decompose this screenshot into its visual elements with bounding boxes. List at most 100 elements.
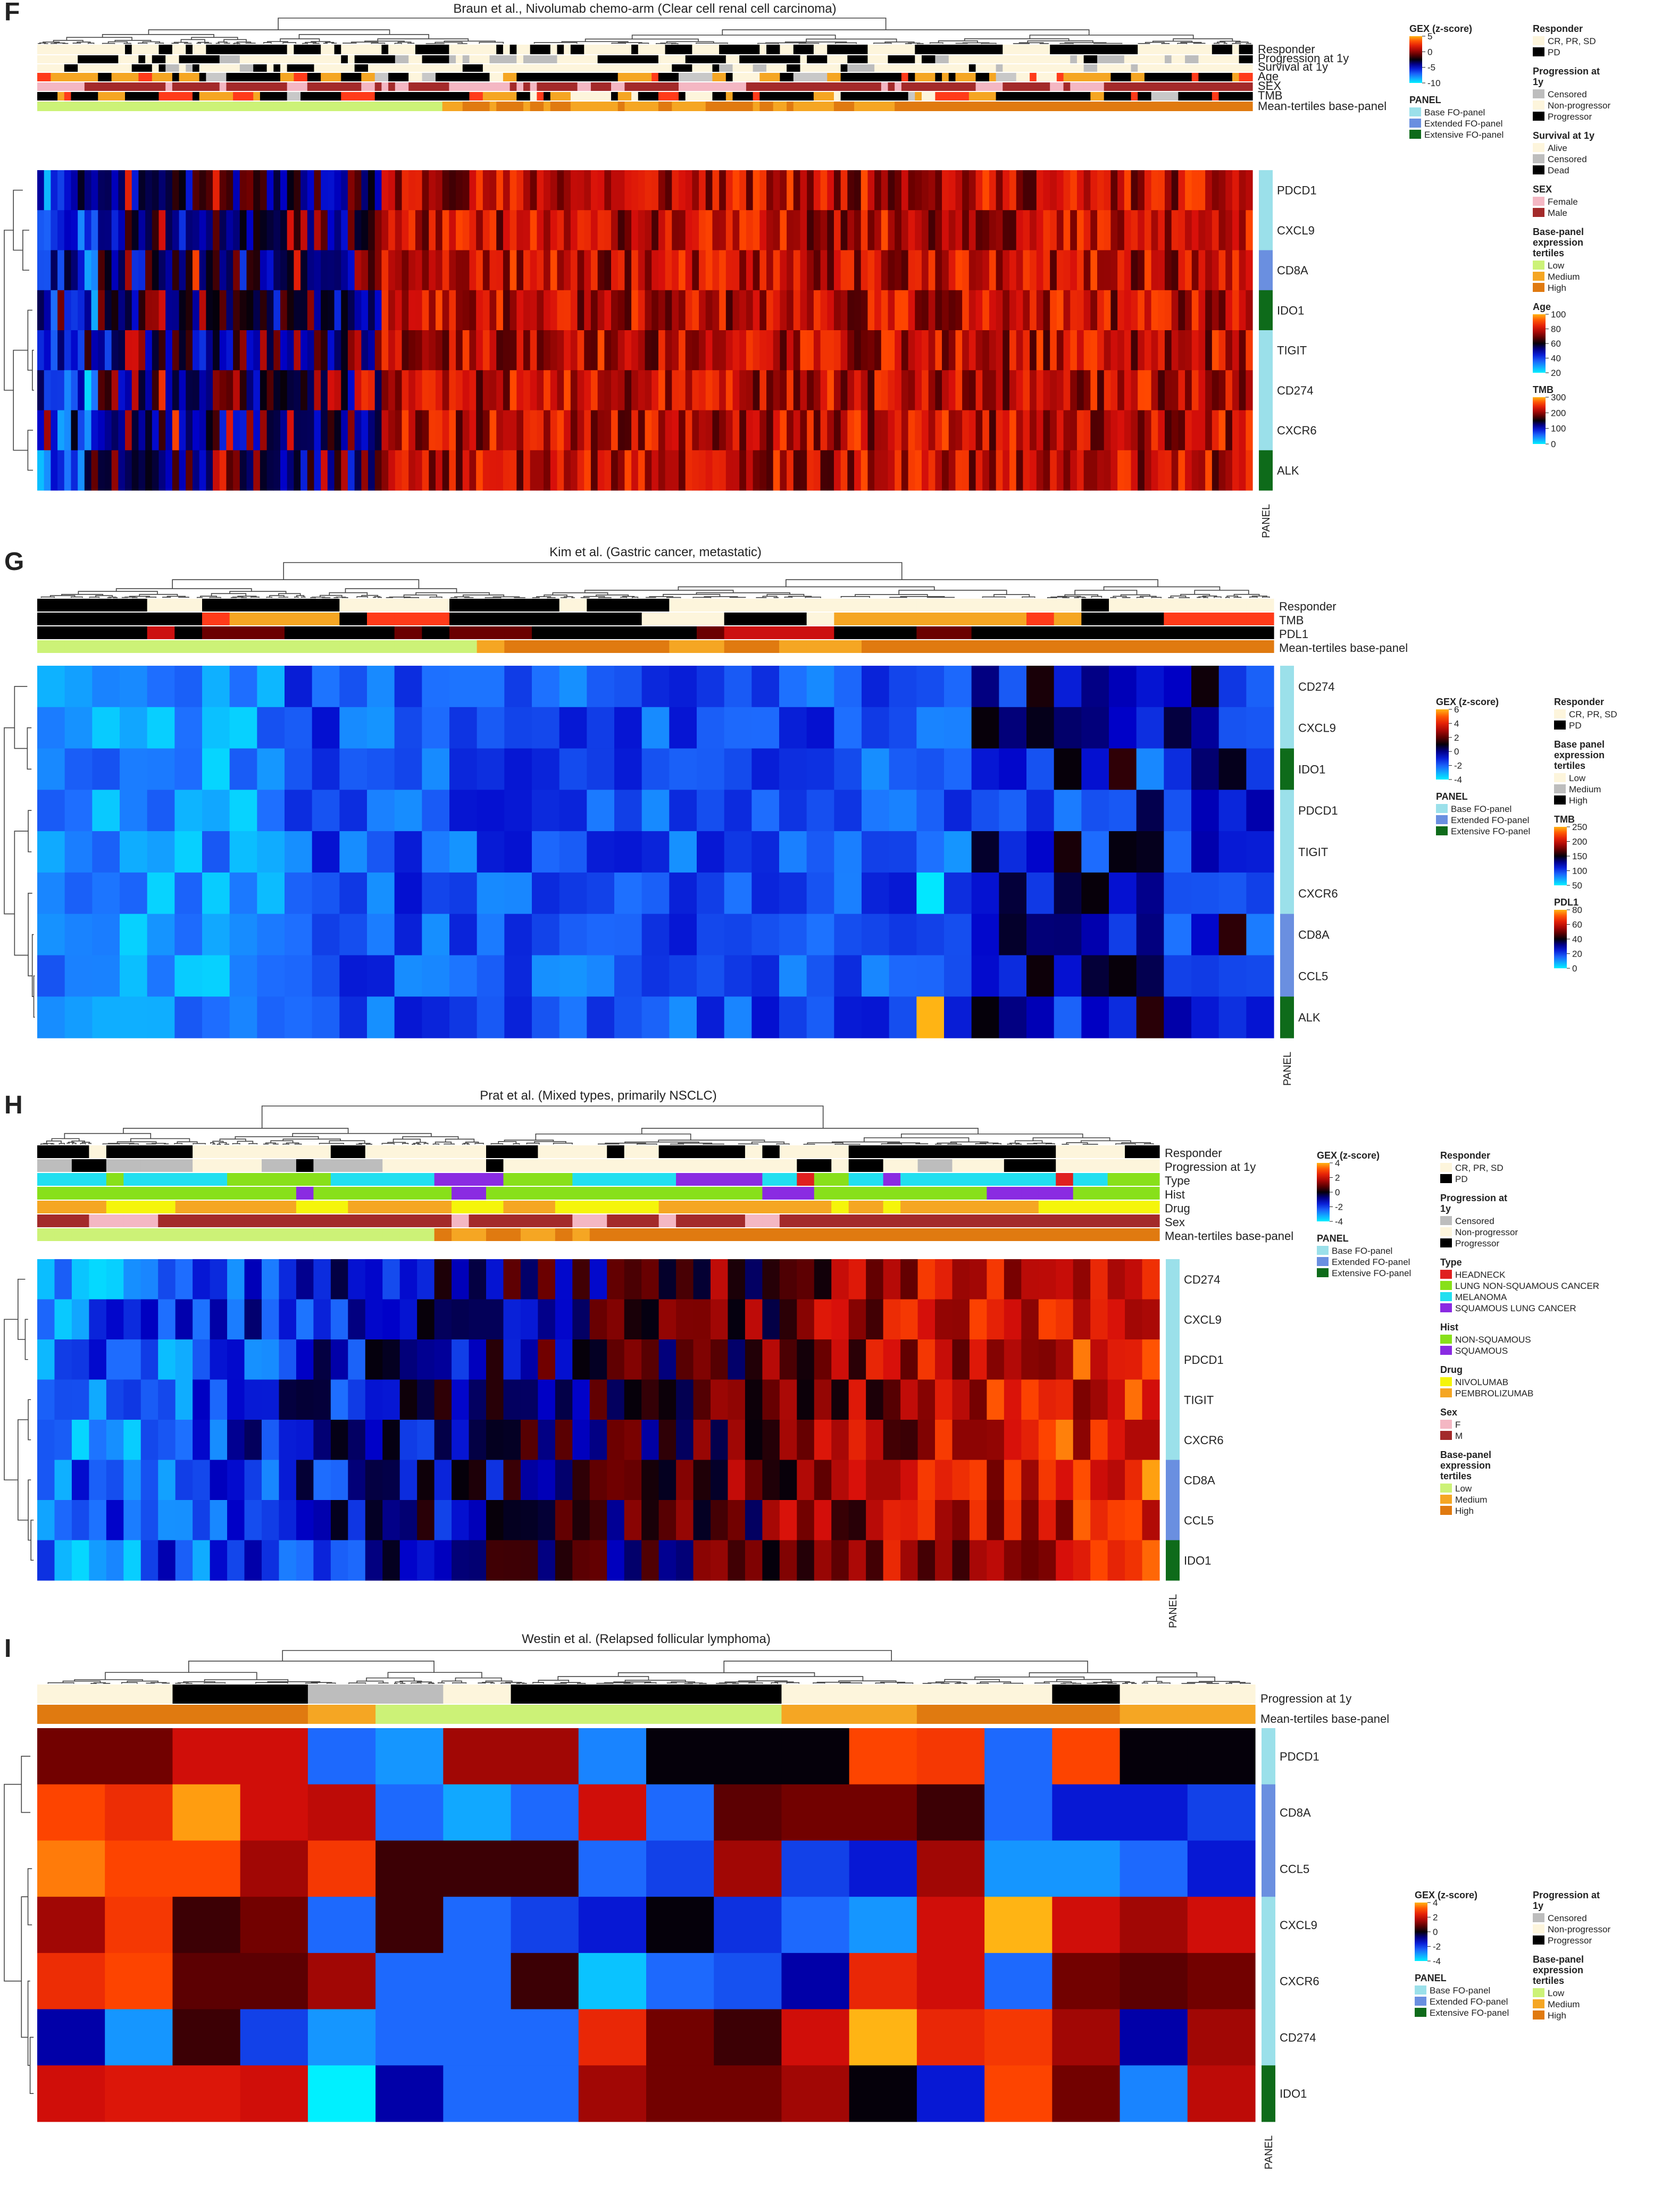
heatmap-cell: [417, 1500, 435, 1541]
heatmap-cell: [435, 170, 443, 211]
panel-cell: [1280, 790, 1294, 832]
track-cell: [1076, 82, 1084, 91]
panel-cell: [1166, 1339, 1180, 1380]
heatmap-cell: [646, 1728, 714, 1785]
heatmap-cell: [1110, 330, 1118, 371]
heatmap-cell: [1097, 410, 1105, 451]
heatmap-cell: [503, 210, 511, 251]
track-cell: [604, 64, 612, 72]
track-cell: [1030, 73, 1037, 81]
track-cell: [186, 92, 193, 100]
heatmap-cell: [1016, 290, 1023, 331]
heatmap-cell: [975, 210, 983, 251]
track-cell: [226, 92, 233, 100]
heatmap-cell: [89, 1299, 107, 1340]
heatmap-cell: [294, 210, 301, 251]
heatmap-cell: [244, 1500, 262, 1541]
heatmap-cell: [1246, 210, 1253, 251]
heatmap-cell: [1198, 410, 1206, 451]
heatmap-cell: [928, 370, 936, 411]
track-cell: [395, 102, 403, 111]
track-cell: [456, 64, 463, 72]
legend-title: Age: [1533, 301, 1551, 312]
track-cell: [678, 73, 686, 81]
track-cell: [537, 55, 544, 63]
track-cell: [57, 73, 65, 81]
legend-color-bar: [1436, 709, 1449, 780]
heatmap-cell: [1063, 250, 1071, 291]
legend-swatch: [1554, 795, 1566, 805]
heatmap-cell: [928, 330, 936, 371]
track-cell: [71, 73, 78, 81]
track-cell: [705, 102, 713, 111]
track-cell: [544, 92, 551, 100]
heatmap-cell: [532, 955, 560, 997]
heatmap-cell: [1142, 1420, 1160, 1461]
heatmap-cell: [172, 2009, 241, 2066]
heatmap-cell: [849, 1784, 917, 1841]
heatmap-cell: [367, 666, 395, 708]
track-cell: [921, 55, 929, 63]
track-cell: [54, 1214, 72, 1227]
heatmap-cell: [285, 872, 313, 915]
heatmap-cell: [685, 170, 692, 211]
track-cell: [462, 73, 470, 81]
track-cell: [975, 82, 983, 91]
heatmap-cell: [285, 955, 313, 997]
track-cell: [1171, 55, 1179, 63]
heatmap-cell: [462, 210, 470, 251]
heatmap-cell: [952, 1460, 970, 1501]
track-cell: [862, 640, 890, 653]
heatmap-cell: [975, 250, 983, 291]
track-cell: [435, 64, 443, 72]
track-cell: [1021, 1201, 1039, 1213]
heatmap-cell: [417, 1339, 435, 1380]
heatmap-cell: [889, 748, 917, 790]
heatmap-cell: [449, 170, 456, 211]
track-cell: [307, 64, 315, 72]
heatmap-cell: [443, 1897, 512, 1954]
heatmap-cell: [57, 410, 65, 451]
heatmap-cell: [787, 410, 794, 451]
track-cell: [537, 102, 544, 111]
track-cell: [1107, 1145, 1125, 1158]
track-cell: [753, 64, 760, 72]
heatmap-cell: [89, 1259, 107, 1300]
heatmap-cell: [1063, 290, 1071, 331]
heatmap-cell: [665, 250, 672, 291]
heatmap-cell: [589, 1460, 607, 1501]
heatmap-cell: [422, 666, 450, 708]
track-cell: [559, 613, 587, 625]
track-cell: [1185, 73, 1192, 81]
heatmap-cell: [584, 450, 591, 491]
track-cell: [631, 82, 639, 91]
heatmap-cell: [172, 1728, 241, 1785]
track-cell: [1178, 102, 1185, 111]
heatmap-cell: [645, 450, 652, 491]
track-cell: [1120, 1705, 1188, 1724]
heatmap-cell: [1021, 1500, 1039, 1541]
track-cell: [766, 102, 774, 111]
heatmap-cell: [572, 1500, 590, 1541]
track-cell: [1073, 1214, 1091, 1227]
track-cell: [64, 73, 72, 81]
track-cell: [1076, 73, 1084, 81]
track-cell: [51, 45, 58, 54]
heatmap-cell: [37, 1259, 55, 1300]
heatmap-cell: [227, 1339, 245, 1380]
heatmap-cell: [916, 996, 945, 1038]
heatmap-cell: [368, 210, 375, 251]
heatmap-cell: [895, 450, 902, 491]
track-cell: [395, 64, 403, 72]
heatmap-cell: [996, 210, 1003, 251]
heatmap-cell: [862, 996, 890, 1038]
track-cell: [672, 45, 679, 54]
track-cell: [732, 102, 740, 111]
heatmap-cell: [158, 1420, 176, 1461]
heatmap-cell: [787, 210, 794, 251]
heatmap-cell: [489, 250, 497, 291]
track-cell: [874, 73, 882, 81]
track-cell: [64, 599, 93, 611]
